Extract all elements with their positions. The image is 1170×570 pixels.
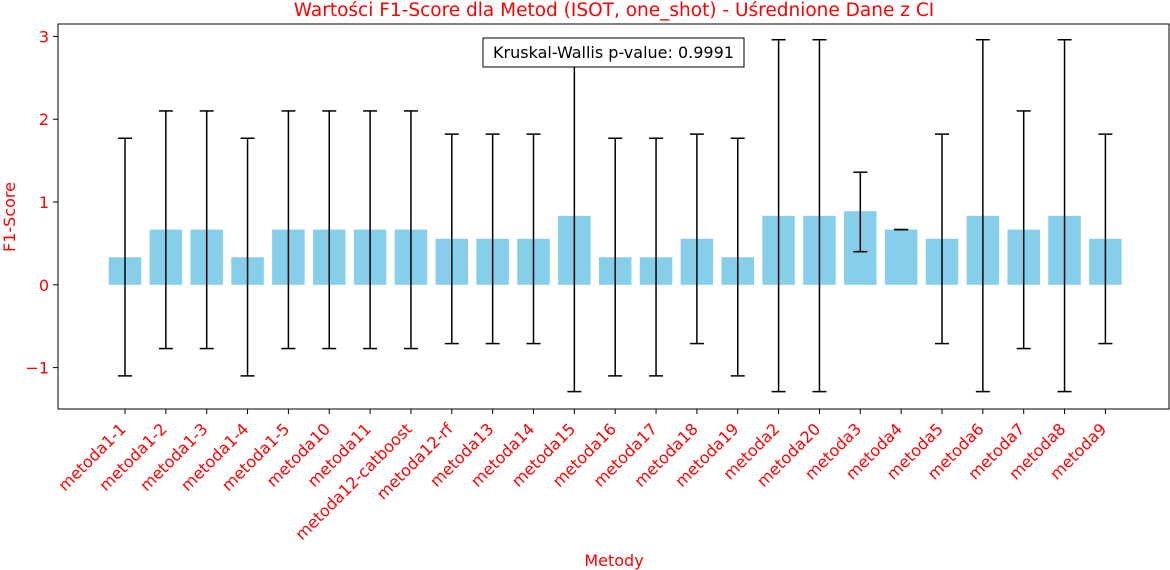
chart-title: Wartości F1-Score dla Metod (ISOT, one_s…: [294, 0, 934, 21]
kruskal-wallis-annotation: Kruskal-Wallis p-value: 0.9991: [482, 37, 745, 68]
y-axis-label: F1-Score: [0, 182, 19, 252]
y-tick-label: 3: [39, 27, 49, 46]
plot-area: −10123metoda1-1metoda1-2metoda1-3metoda1…: [25, 23, 1170, 544]
annotation-text: Kruskal-Wallis p-value: 0.9991: [493, 43, 734, 62]
plot-frame: [57, 23, 1170, 410]
bar-metoda4: [884, 229, 918, 285]
x-axis-label: Metody: [584, 551, 643, 570]
annotation-frame: [482, 37, 745, 68]
y-tick-label: −1: [25, 359, 49, 378]
y-tick-label: 0: [39, 276, 49, 295]
y-tick-label: 1: [39, 193, 49, 212]
y-tick-label: 2: [39, 110, 49, 129]
